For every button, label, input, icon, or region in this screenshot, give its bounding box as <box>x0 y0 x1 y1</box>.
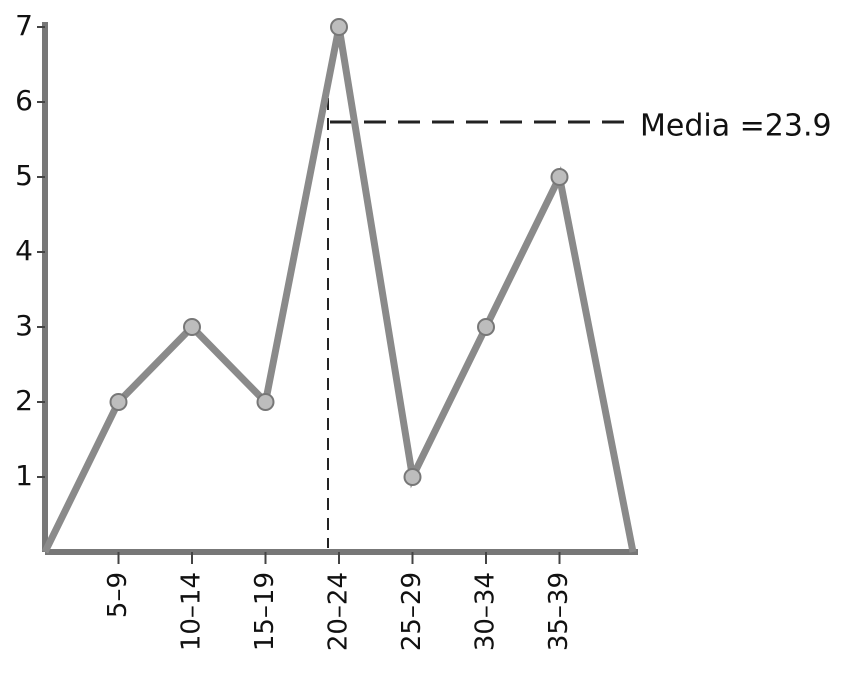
x-tick-label: 20–24 <box>324 572 354 651</box>
y-tick-label: 3 <box>15 309 33 342</box>
x-tick-label: 35–39 <box>544 572 574 651</box>
annotation: Media =23.9 <box>640 109 832 144</box>
x-tick-label: 25–29 <box>397 572 427 651</box>
y-tick-label: 5 <box>15 159 33 192</box>
data-point <box>477 318 495 336</box>
data-point <box>109 393 128 411</box>
data-line <box>41 26 637 554</box>
data-point <box>256 393 275 411</box>
y-tick-label: 7 <box>15 9 33 42</box>
data-point <box>183 318 201 336</box>
x-tick-label: 10–14 <box>177 572 207 651</box>
x-tick-label: 30–34 <box>471 572 501 651</box>
data-point <box>330 18 348 36</box>
y-tick-label: 2 <box>15 384 33 417</box>
x-tick-label: 5–9 <box>103 572 133 618</box>
data-point <box>403 468 422 486</box>
y-tick-label: 6 <box>15 84 33 117</box>
y-tick-label: 1 <box>15 459 33 492</box>
y-tick-label: 4 <box>15 234 33 267</box>
data-point <box>550 168 569 186</box>
x-tick-label: 15–19 <box>250 572 280 651</box>
